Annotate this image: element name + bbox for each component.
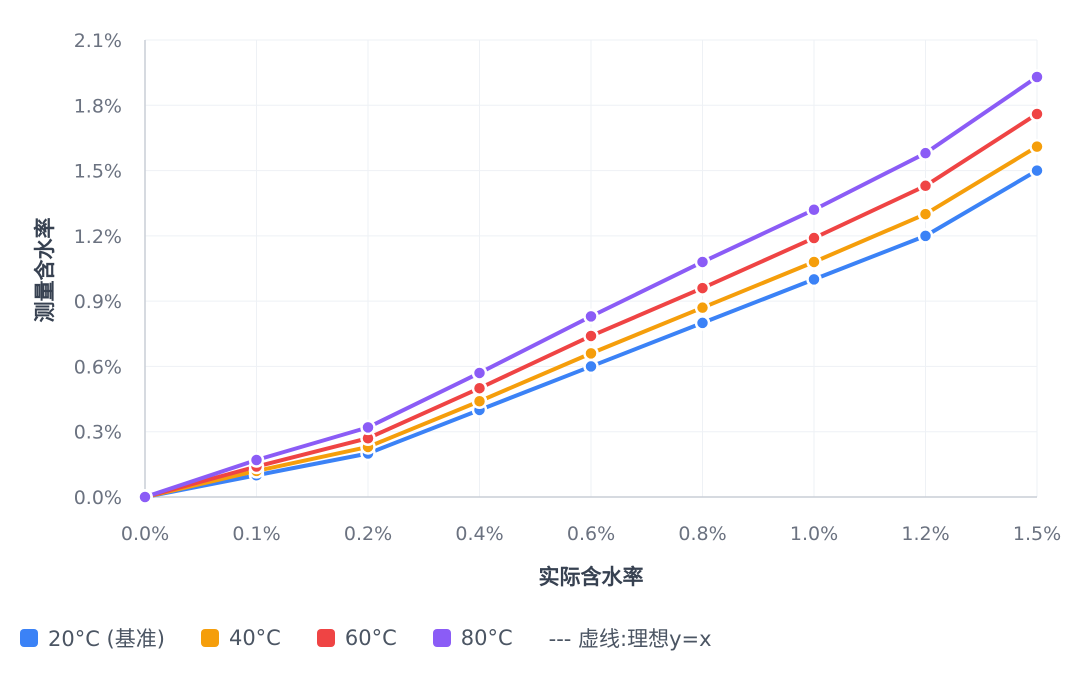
data-point-series-2 [1029, 106, 1045, 122]
data-point-series-2 [471, 380, 488, 396]
x-tick-label: 1.5% [1013, 523, 1061, 545]
data-point-series-3 [471, 365, 488, 381]
data-point-series-0 [806, 271, 822, 288]
x-tick-label: 0.6% [567, 523, 615, 545]
data-point-series-1 [471, 393, 488, 409]
x-tick-label: 0.1% [232, 523, 280, 545]
legend-note-ideal-line: --- 虚线:理想y=x [548, 627, 712, 651]
y-tick-label: 1.2% [74, 226, 122, 248]
legend-item-40c[interactable]: 40°C [200, 626, 281, 650]
legend-swatch-60c [316, 629, 335, 647]
x-tick-label: 0.4% [455, 523, 503, 545]
data-point-series-0 [1029, 162, 1045, 179]
data-point-series-3 [248, 452, 265, 468]
legend-swatch-80c [432, 629, 451, 647]
y-tick-label: 1.8% [74, 95, 122, 117]
series-points [137, 69, 1045, 505]
y-tick-label: 1.5% [74, 161, 122, 183]
data-point-series-0 [583, 358, 599, 375]
data-point-series-2 [694, 280, 711, 296]
data-point-series-1 [1029, 138, 1045, 155]
data-point-series-2 [806, 230, 822, 246]
data-point-series-3 [583, 308, 599, 325]
data-point-series-1 [917, 206, 934, 222]
x-tick-label: 1.2% [901, 523, 949, 545]
x-tick-label: 0.0% [121, 523, 169, 545]
legend-swatch-20c [20, 629, 38, 647]
y-axis-title: 测量含水率 [33, 218, 57, 323]
data-point-series-3 [360, 419, 376, 436]
data-point-series-1 [806, 254, 822, 270]
data-point-series-0 [694, 315, 711, 331]
legend-label-20c: 20°C (基准) [48, 627, 165, 651]
data-point-series-1 [583, 345, 599, 362]
data-point-series-3 [694, 254, 711, 270]
data-point-series-3 [917, 145, 934, 161]
legend-label-80c: 80°C [460, 626, 513, 650]
y-tick-label: 2.1% [74, 30, 122, 52]
legend-swatch-40c [200, 629, 219, 647]
data-point-series-3 [137, 489, 153, 505]
y-tick-label: 0.9% [74, 291, 122, 313]
x-tick-label: 1.0% [790, 523, 838, 545]
data-point-series-0 [917, 228, 934, 244]
axes [144, 40, 1037, 498]
y-tick-label: 0.3% [74, 422, 122, 444]
data-point-series-3 [806, 201, 822, 218]
y-axis-ticks: 0.0% 0.3% 0.6% 0.9% 1.2% 1.5% 1.8% 2.1% [74, 30, 122, 509]
legend-item-20c[interactable]: 20°C (基准) [20, 623, 165, 653]
y-tick-label: 0.6% [74, 356, 122, 378]
x-tick-label: 0.2% [344, 523, 392, 545]
data-point-series-2 [583, 328, 599, 344]
legend-label-40c: 40°C [228, 626, 281, 650]
data-point-series-3 [1029, 69, 1045, 85]
x-axis-ticks: 0.0% 0.1% 0.2% 0.4% 0.6% 0.8% 1.0% 1.2% 1.5% [121, 523, 1061, 545]
data-point-series-1 [694, 299, 711, 316]
y-tick-label: 0.0% [74, 487, 122, 509]
legend: 20°C (基准) 40°C 60°C 80°C --- 虚线:理想y=x [20, 620, 712, 656]
x-tick-label: 0.8% [678, 523, 726, 545]
x-axis-title: 实际含水率 [539, 565, 644, 589]
legend-item-60c[interactable]: 60°C [316, 626, 397, 650]
legend-label-60c: 60°C [344, 626, 397, 650]
legend-item-80c[interactable]: 80°C [432, 626, 513, 650]
data-point-series-2 [917, 178, 934, 194]
grid [145, 39, 1038, 497]
